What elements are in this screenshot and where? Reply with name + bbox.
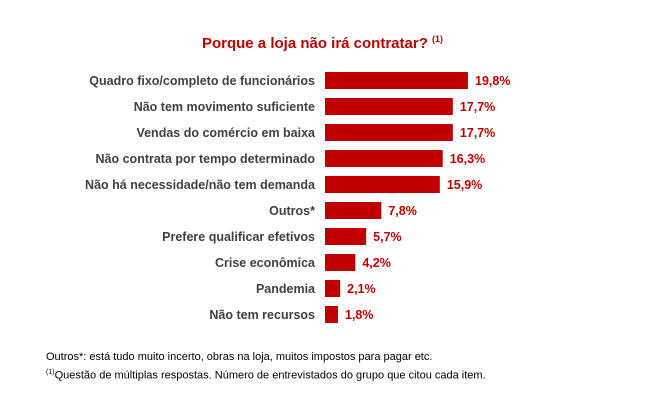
bar — [325, 280, 341, 297]
bar — [325, 202, 382, 219]
bar — [325, 72, 468, 89]
category-label: Vendas do comércio em baixa — [136, 126, 316, 140]
bar — [325, 124, 453, 141]
bar — [325, 228, 367, 245]
category-label: Não há necessidade/não tem demanda — [85, 178, 316, 192]
bar — [325, 150, 443, 167]
footnote-outros: Outros*: está tudo muito incerto, obras … — [46, 351, 433, 363]
bar — [325, 176, 440, 193]
value-label: 7,8% — [388, 204, 417, 218]
value-label: 16,3% — [450, 152, 485, 166]
bar — [325, 254, 356, 271]
value-label: 5,7% — [373, 230, 402, 244]
category-label: Não tem movimento suficiente — [134, 100, 315, 114]
category-label: Não tem recursos — [209, 308, 315, 322]
category-label: Outros* — [269, 204, 315, 218]
chart-title: Porque a loja não irá contratar? (1) — [0, 34, 645, 52]
category-label: Não contrata por tempo determinado — [96, 152, 316, 166]
bar — [325, 98, 453, 115]
value-label: 1,8% — [345, 308, 374, 322]
value-label: 17,7% — [460, 100, 495, 114]
chart-title-note-marker: (1) — [432, 34, 444, 44]
category-label: Crise econômica — [215, 256, 316, 270]
footnote-multiple-answers: (1)Questão de múltiplas respostas. Númer… — [46, 369, 486, 382]
category-label: Prefere qualificar efetivos — [162, 230, 315, 244]
bar — [325, 306, 338, 323]
category-label: Pandemia — [256, 282, 316, 296]
value-label: 17,7% — [460, 126, 495, 140]
chart-title-text: Porque a loja não irá contratar? — [201, 35, 428, 52]
footnote-question-text: Questão de múltiplas respostas. Número d… — [54, 369, 486, 382]
category-label: Quadro fixo/completo de funcionários — [89, 74, 315, 88]
bars-group: Quadro fixo/completo de funcionários 19,8… — [85, 72, 510, 323]
value-label: 2,1% — [347, 282, 376, 296]
bar-chart: Quadro fixo/completo de funcionários 19,8… — [85, 72, 510, 323]
footnote-marker: (1) — [46, 369, 55, 376]
value-label: 15,9% — [447, 178, 482, 192]
value-label: 4,2% — [362, 256, 391, 270]
value-label: 19,8% — [475, 74, 510, 88]
